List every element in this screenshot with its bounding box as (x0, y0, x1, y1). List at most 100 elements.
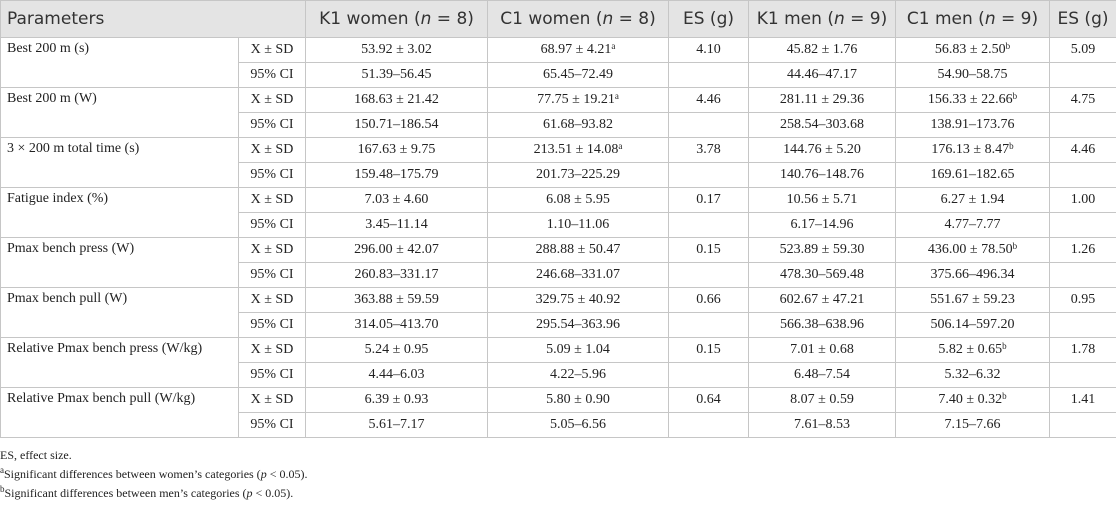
footnote-mark: a (611, 41, 616, 51)
value-cell: 314.05–413.70 (305, 312, 488, 338)
value-cell: 168.63 ± 21.42 (305, 87, 488, 113)
column-header: Parameters (0, 0, 306, 38)
empty-cell (1049, 312, 1116, 338)
empty-cell (668, 312, 749, 338)
stat-cell: 95% CI (238, 62, 306, 88)
footnote-mark: a (0, 465, 4, 475)
table-row: 95% CI 314.05–413.70 295.54–363.96 566.38–6… (1, 312, 1116, 338)
value-cell: 6.17–14.96 (748, 212, 896, 238)
stat-cell: X ± SD (238, 137, 306, 163)
value-cell: 0.95 (1049, 287, 1116, 313)
text-part: < 0.05). (266, 467, 308, 481)
footnote-mark: b (1002, 391, 1007, 401)
value-cell: 7.61–8.53 (748, 412, 896, 438)
empty-cell (668, 212, 749, 238)
empty-cell (1049, 212, 1116, 238)
parameter-cell: Pmax bench press (W) (0, 237, 239, 288)
value-cell: 44.46–47.17 (748, 62, 896, 88)
value-cell: 138.91–173.76 (895, 112, 1050, 138)
value-cell: 45.82 ± 1.76 (748, 37, 896, 63)
text-part: n (420, 9, 432, 29)
value-cell: 4.77–7.77 (895, 212, 1050, 238)
column-header: K1 women (n = 8) (305, 0, 488, 38)
value-text: 436.00 ± 78.50 (927, 242, 1013, 257)
value-cell: 7.03 ± 4.60 (305, 187, 488, 213)
table-row: 95% CI 3.45–11.14 1.10–11.06 6.17–14.96 4.77… (1, 212, 1116, 238)
column-header: C1 men (n = 9) (895, 0, 1050, 38)
stat-cell: 95% CI (238, 112, 306, 138)
table-body: Best 200 m (s) X ± SD 53.92 ± 3.02 68.97 ± … (0, 37, 1116, 438)
table-row: 95% CI 5.61–7.17 5.05–6.56 7.61–8.53 7.15–7.… (1, 412, 1116, 438)
text-part: = 9) (844, 9, 888, 29)
value-cell: 506.14–597.20 (895, 312, 1050, 338)
value-text: 5.82 ± 0.65 (938, 342, 1003, 357)
stat-cell: 95% CI (238, 312, 306, 338)
value-cell: 140.76–148.76 (748, 162, 896, 188)
footnote-mark: b (1012, 241, 1018, 251)
value-cell: 281.11 ± 29.36 (748, 87, 896, 113)
parameter-cell: Relative Pmax bench press (W/kg) (0, 337, 239, 388)
value-cell: 258.54–303.68 (748, 112, 896, 138)
footnote-mark: a (614, 91, 619, 101)
stat-cell: X ± SD (238, 287, 306, 313)
column-header: C1 women (n = 8) (487, 0, 669, 38)
value-text: 213.51 ± 14.08 (533, 142, 619, 157)
stat-cell: X ± SD (238, 187, 306, 213)
value-text: 56.83 ± 2.50 (934, 42, 1006, 57)
value-cell: 176.13 ± 8.47b (895, 137, 1050, 163)
text-part: = 9) (995, 9, 1039, 29)
value-cell: 7.01 ± 0.68 (748, 337, 896, 363)
data-table: Parameters K1 women (n = 8) C1 women (n = … (0, 0, 1116, 438)
text-part: < 0.05). (252, 486, 294, 500)
value-cell: 77.75 ± 19.21a (487, 87, 669, 113)
value-cell: 295.54–363.96 (487, 312, 669, 338)
value-cell: 8.07 ± 0.59 (748, 387, 896, 413)
footnote: aSignificant differences between women’s… (0, 466, 1116, 482)
empty-cell (668, 112, 749, 138)
table-row: Relative Pmax bench pull (W/kg) X ± SD 6.3… (0, 387, 1116, 438)
value-cell: 68.97 ± 4.21a (487, 37, 669, 63)
empty-cell (1049, 162, 1116, 188)
value-cell: 150.71–186.54 (305, 112, 488, 138)
value-cell: 602.67 ± 47.21 (748, 287, 896, 313)
empty-cell (668, 412, 749, 438)
value-cell: 4.46 (668, 87, 749, 113)
stat-cell: X ± SD (238, 87, 306, 113)
table-row: Relative Pmax bench press (W/kg) X ± SD 5.… (0, 337, 1116, 388)
value-cell: 159.48–175.79 (305, 162, 488, 188)
empty-cell (1049, 262, 1116, 288)
value-text: 7.40 ± 0.32 (938, 392, 1003, 407)
table-row: 95% CI 150.71–186.54 61.68–93.82 258.54–303… (1, 112, 1116, 138)
value-cell: 329.75 ± 40.92 (487, 287, 669, 313)
text-part: C1 women ( (500, 9, 603, 29)
value-cell: 201.73–225.29 (487, 162, 669, 188)
value-cell: 375.66–496.34 (895, 262, 1050, 288)
parameter-cell: 3 × 200 m total time (s) (0, 137, 239, 188)
column-header: K1 men (n = 9) (748, 0, 896, 38)
footnote-mark: b (1009, 141, 1014, 151)
value-cell: 260.83–331.17 (305, 262, 488, 288)
footnote-mark: b (1002, 341, 1007, 351)
parameter-cell: Best 200 m (s) (0, 37, 239, 88)
empty-cell (1049, 112, 1116, 138)
table-row: 3 × 200 m total time (s) X ± SD 167.63 ± 9… (0, 137, 1116, 188)
value-cell: 1.41 (1049, 387, 1116, 413)
parameter-cell: Relative Pmax bench pull (W/kg) (0, 387, 239, 438)
text-part: n (833, 9, 845, 29)
footnotes: ES, effect size. aSignificant differences… (0, 447, 1116, 501)
value-cell: 4.75 (1049, 87, 1116, 113)
empty-cell (668, 162, 749, 188)
value-text: 68.97 ± 4.21 (540, 42, 612, 57)
empty-cell (668, 262, 749, 288)
text-part: Significant differences between women’s … (4, 467, 261, 481)
value-cell: 61.68–93.82 (487, 112, 669, 138)
value-cell: 5.82 ± 0.65b (895, 337, 1050, 363)
stat-cell: 95% CI (238, 262, 306, 288)
table-row: Pmax bench press (W) X ± SD 296.00 ± 42.07… (0, 237, 1116, 288)
stat-cell: 95% CI (238, 362, 306, 388)
stat-cell: X ± SD (238, 37, 306, 63)
value-cell: 5.61–7.17 (305, 412, 488, 438)
text-part: n (602, 9, 614, 29)
value-cell: 4.22–5.96 (487, 362, 669, 388)
footnote-mark: b (1012, 91, 1018, 101)
